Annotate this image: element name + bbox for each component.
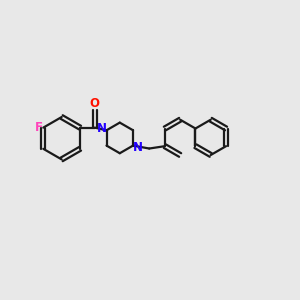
Text: O: O bbox=[90, 97, 100, 110]
Text: N: N bbox=[133, 141, 143, 154]
Text: F: F bbox=[35, 121, 43, 134]
Text: N: N bbox=[97, 122, 107, 135]
